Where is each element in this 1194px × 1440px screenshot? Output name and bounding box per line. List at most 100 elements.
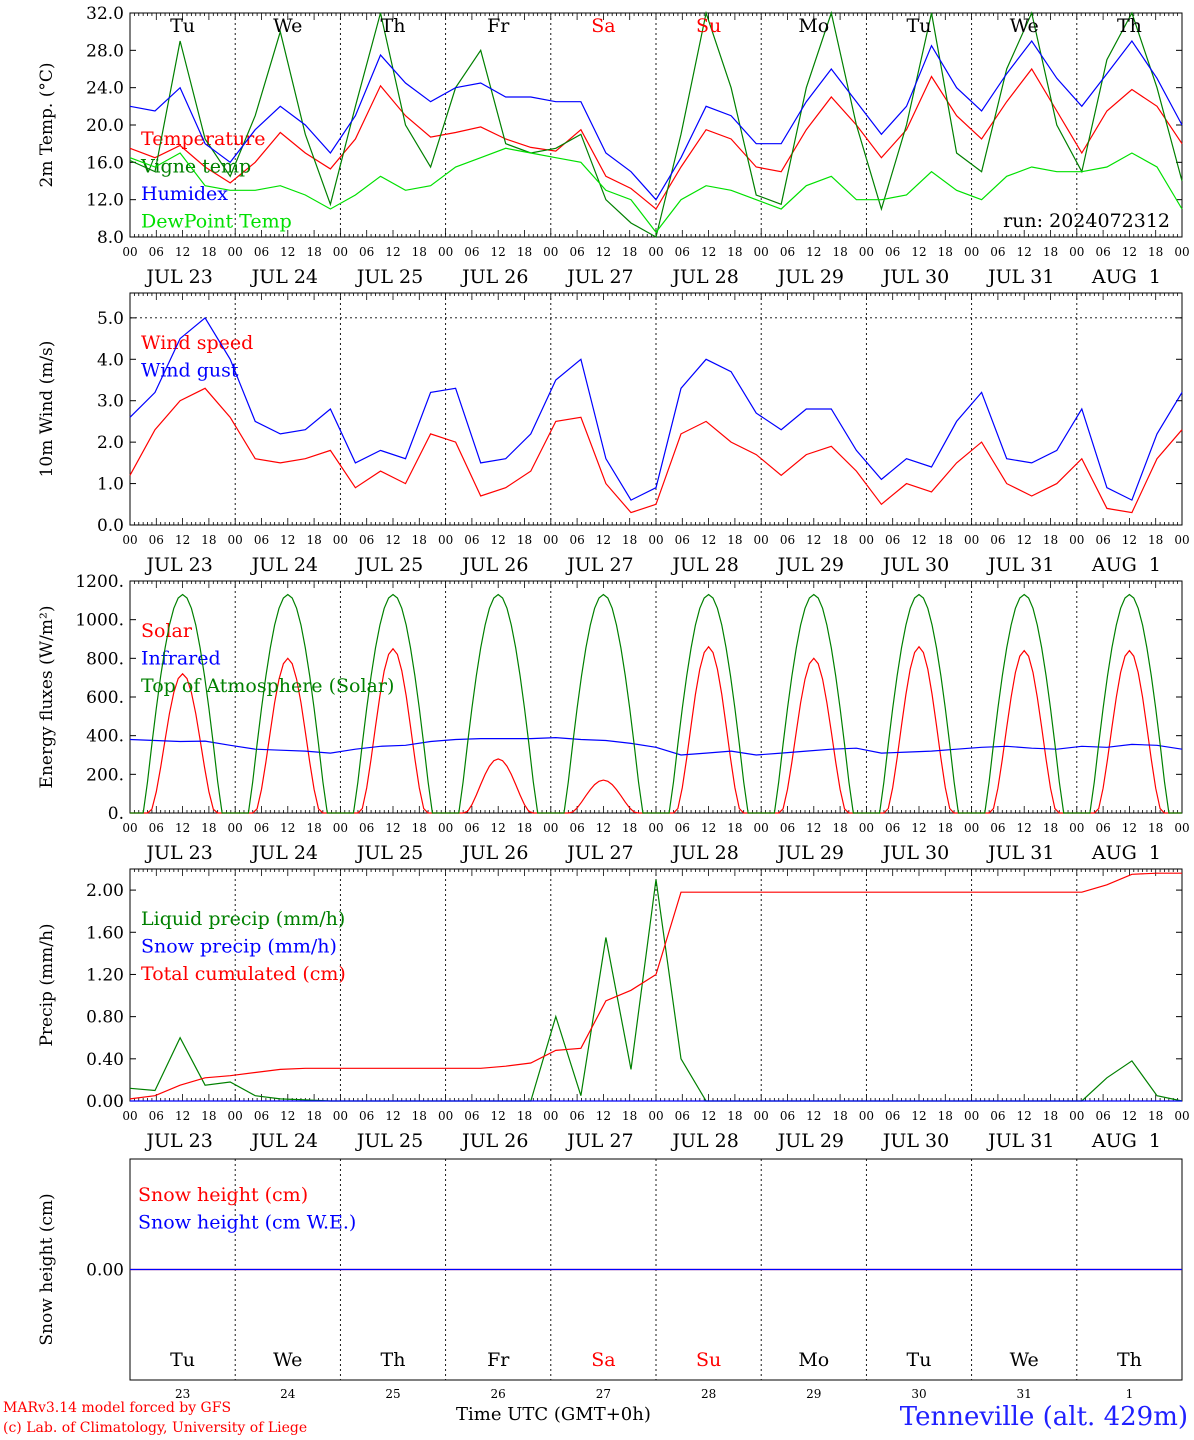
temp-series-line-3 (129, 147, 1183, 234)
wind-date-label: JUL 23 (144, 554, 212, 576)
temp-hour-label: 12 (175, 245, 190, 259)
snow-y-tick-label: 0.00 (86, 1261, 124, 1281)
temp-hour-label: 06 (359, 245, 374, 259)
energy-hour-label: 18 (1148, 821, 1163, 835)
wind-date-label: AUG 1 (1091, 554, 1161, 576)
energy-legend-0: Solar (141, 620, 193, 642)
energy-hour-label: 12 (385, 821, 400, 835)
wind-hour-label: 12 (911, 533, 926, 547)
snow-weekday-label: Tu (170, 1349, 195, 1371)
temp-hour-label: 06 (149, 245, 164, 259)
temp-hour-label: 00 (859, 245, 874, 259)
temp-hour-label: 12 (280, 245, 295, 259)
precip-series-line-2 (129, 872, 1182, 1100)
precip-hour-label: 06 (780, 1109, 795, 1123)
wind-hour-label: 00 (543, 533, 558, 547)
energy-hour-label: 00 (648, 821, 663, 835)
temp-hour-label: 12 (911, 245, 926, 259)
wind-hour-label: 18 (412, 533, 427, 547)
snow-day-number: 27 (596, 1387, 611, 1401)
energy-hour-label: 12 (1122, 821, 1137, 835)
precip-hour-label: 12 (175, 1109, 190, 1123)
temp-weekday-label: We (273, 15, 302, 37)
temp-y-tick-label: 8.0 (97, 228, 124, 248)
temp-hour-label: 12 (701, 245, 716, 259)
wind-y-tick-label: 1.0 (97, 475, 124, 495)
precip-hour-label: 06 (885, 1109, 900, 1123)
wind-hour-label: 00 (1174, 533, 1189, 547)
snow-weekday-label: Th (381, 1349, 406, 1371)
precip-hour-label: 00 (438, 1109, 453, 1123)
energy-hour-label: 06 (359, 821, 374, 835)
temp-date-label: JUL 27 (565, 266, 633, 288)
temp-hour-label: 18 (832, 245, 847, 259)
energy-date-label: JUL 31 (986, 842, 1054, 864)
wind-date-label: JUL 26 (460, 554, 528, 576)
wind-hour-label: 12 (175, 533, 190, 547)
temp-hour-label: 06 (780, 245, 795, 259)
temp-hour-label: 00 (1069, 245, 1084, 259)
energy-y-axis-title: Energy fluxes (W/m²) (37, 606, 57, 789)
wind-legend-0: Wind speed (141, 332, 253, 354)
wind-hour-label: 12 (701, 533, 716, 547)
temp-hour-label: 06 (990, 245, 1005, 259)
temp-hour-label: 18 (201, 245, 216, 259)
wind-hour-label: 06 (885, 533, 900, 547)
precip-hour-label: 18 (306, 1109, 321, 1123)
temp-hour-label: 06 (569, 245, 584, 259)
temp-legend-2: Humidex (141, 183, 228, 205)
temp-hour-label: 00 (228, 245, 243, 259)
model-credit: MARv3.14 model forced by GFS (3, 1400, 232, 1416)
temp-y-tick-label: 20.0 (86, 116, 124, 136)
energy-date-label: JUL 29 (776, 842, 844, 864)
temp-hour-label: 12 (596, 245, 611, 259)
temp-y-axis-title: 2m Temp. (°C) (37, 62, 57, 187)
precip-hour-label: 00 (122, 1109, 137, 1123)
temp-hour-label: 00 (1174, 245, 1189, 259)
temp-weekday-label: We (1010, 15, 1039, 37)
temp-y-tick-label: 32.0 (86, 4, 124, 24)
wind-hour-label: 12 (1017, 533, 1032, 547)
temp-hour-label: 00 (648, 245, 663, 259)
snow-day-number: 1 (1126, 1387, 1134, 1401)
energy-date-label: JUL 24 (250, 842, 318, 864)
snow-weekday-label: Th (1117, 1349, 1142, 1371)
energy-hour-label: 06 (675, 821, 690, 835)
temp-weekday-label: Tu (907, 15, 932, 37)
precip-hour-label: 18 (1148, 1109, 1163, 1123)
wind-date-label: JUL 28 (670, 554, 738, 576)
wind-hour-label: 06 (569, 533, 584, 547)
wind-date-label: JUL 25 (355, 554, 423, 576)
energy-hour-label: 06 (569, 821, 584, 835)
temp-hour-label: 00 (964, 245, 979, 259)
snow-y-axis-title: Snow height (cm) (37, 1193, 57, 1345)
precip-hour-label: 12 (806, 1109, 821, 1123)
wind-hour-label: 18 (622, 533, 637, 547)
precip-date-label: JUL 23 (144, 1130, 212, 1152)
temp-hour-label: 18 (306, 245, 321, 259)
x-axis-title: Time UTC (GMT+0h) (456, 1404, 651, 1425)
wind-y-tick-label: 3.0 (97, 392, 124, 412)
wind-hour-label: 06 (1095, 533, 1110, 547)
precip-hour-label: 00 (1174, 1109, 1189, 1123)
precip-hour-label: 18 (201, 1109, 216, 1123)
snow-weekday-label: Fr (487, 1349, 510, 1371)
temp-date-label: JUL 29 (776, 266, 844, 288)
precip-y-tick-label: 2.00 (86, 881, 124, 901)
energy-hour-label: 06 (149, 821, 164, 835)
temp-series-line-2 (129, 39, 1183, 201)
temp-weekday-label: Th (381, 15, 406, 37)
precip-hour-label: 06 (149, 1109, 164, 1123)
energy-hour-label: 00 (438, 821, 453, 835)
energy-hour-label: 00 (754, 821, 769, 835)
wind-hour-label: 12 (280, 533, 295, 547)
temp-hour-label: 12 (1122, 245, 1137, 259)
precip-hour-label: 12 (911, 1109, 926, 1123)
wind-hour-label: 00 (228, 533, 243, 547)
energy-hour-label: 00 (228, 821, 243, 835)
snow-day-number: 31 (1017, 1387, 1032, 1401)
energy-hour-label: 18 (201, 821, 216, 835)
precip-hour-label: 06 (254, 1109, 269, 1123)
wind-y-axis-title: 10m Wind (m/s) (37, 341, 57, 478)
precip-date-label: AUG 1 (1091, 1130, 1161, 1152)
